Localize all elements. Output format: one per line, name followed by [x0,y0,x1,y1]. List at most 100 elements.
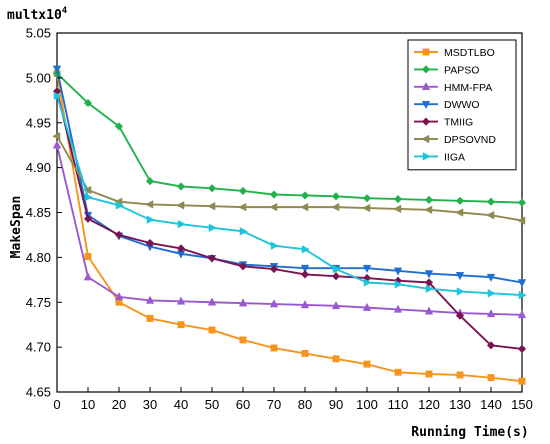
series-line-tmiig [56,91,523,350]
series-papso [52,69,527,207]
data-point-msdtlbo [146,314,154,322]
data-point-hmm-fpa [52,140,62,149]
y-axis-multiplier: multx104 [7,6,68,23]
x-tick-label: 150 [511,397,533,412]
data-point-iiga [456,287,465,296]
data-point-hmm-fpa [238,298,248,307]
series-iiga [53,91,527,300]
data-point-hmm-fpa [83,272,93,281]
data-point-msdtlbo [518,377,526,385]
data-point-papso [114,122,124,131]
data-point-iiga [332,264,341,274]
data-point-tmiig [517,344,527,354]
x-tick-label: 70 [267,397,281,412]
data-point-tmiig [269,264,279,274]
legend-label: HMM-FPA [444,82,492,94]
data-point-papso [362,193,372,203]
data-point-hmm-fpa [517,309,527,319]
data-point-iiga [146,215,155,224]
x-tick-label: 140 [480,397,502,412]
legend-swatch-marker [421,134,430,144]
data-point-tmiig [331,272,341,281]
data-point-msdtlbo [332,355,340,363]
data-point-dpsovnd [207,202,216,211]
data-point-papso [331,192,341,201]
legend: MSDTLBO PAPSO HMM-FPA DWWO TMIIG DPSOVND IIGA [407,39,517,171]
data-point-iiga [239,227,248,236]
data-point-tmiig [145,238,155,248]
series-layer [52,65,527,385]
data-point-iiga [115,201,124,210]
y-tick-label: 4.65 [26,385,51,400]
data-point-msdtlbo [487,374,495,382]
y-tick-label: 5.00 [26,70,51,85]
series-line-dpsovnd [56,135,523,222]
data-point-hmm-fpa [362,302,372,311]
data-point-iiga [208,223,217,232]
data-point-dwwo [517,279,527,288]
data-point-dpsovnd [300,202,309,212]
data-point-dwwo [455,272,465,281]
data-point-iiga [363,278,372,287]
data-point-tmiig [238,262,248,271]
y-tick-label: 5.05 [26,26,51,41]
data-point-tmiig [176,244,186,253]
data-point-msdtlbo [363,360,371,368]
data-point-hmm-fpa [424,306,434,315]
y-tick-label: 4.90 [26,160,51,175]
x-axis-label: Running Time(s) [411,425,528,440]
series-hmm-fpa [52,140,527,319]
legend-label: PAPSO [444,64,479,76]
x-tick-label: 10 [81,397,95,412]
x-tick-label: 30 [143,397,157,412]
x-tick-label: 130 [449,397,471,412]
x-axis: 0 10 20 30 40 50 60 70 80 90 100 110 120 130 140 150 [53,387,533,412]
data-point-papso [455,196,465,205]
data-point-papso [393,194,403,204]
data-point-dpsovnd [486,210,495,220]
legend-swatch-marker [421,65,431,74]
x-tick-label: 80 [298,397,312,412]
data-point-hmm-fpa [269,299,279,308]
series-msdtlbo [53,69,526,385]
legend-swatch-marker [422,152,431,161]
data-point-papso [300,191,310,200]
data-point-iiga [270,241,279,250]
data-point-dpsovnd [52,132,61,141]
data-point-dpsovnd [424,205,433,215]
data-point-msdtlbo [270,344,278,352]
legend-item-hmm-fpa: HMM-FPA [414,82,492,94]
data-point-tmiig [114,230,124,240]
legend-swatch-marker [422,48,430,56]
data-point-dpsovnd [517,216,526,225]
data-point-papso [238,186,248,196]
series-line-hmm-fpa [56,144,523,316]
legend-item-dwwo: DWWO [414,99,480,111]
data-point-iiga [518,290,527,300]
data-point-iiga [425,284,434,293]
data-point-dwwo [393,267,403,276]
x-tick-label: 60 [236,397,250,412]
legend-label: DWWO [444,99,480,111]
legend-item-papso: PAPSO [414,64,479,76]
x-tick-label: 40 [174,397,188,412]
data-point-dpsovnd [362,203,371,213]
legend-label: DPSOVND [444,134,496,146]
x-tick-label: 110 [388,397,409,412]
legend-item-tmiig: TMIIG [414,117,473,129]
data-point-tmiig [83,214,93,223]
legend-swatch-marker [421,117,431,126]
y-axis: 4.65 4.70 4.75 4.80 4.85 4.90 4.95 5.00 5.05 [26,26,62,400]
data-point-papso [424,195,434,205]
data-point-msdtlbo [394,368,402,376]
data-point-iiga [394,280,403,289]
series-line-dwwo [56,68,523,284]
y-tick-label: 4.85 [26,205,51,220]
data-point-tmiig [486,341,496,350]
data-point-dpsovnd [455,208,464,217]
x-tick-label: 90 [329,397,343,412]
data-point-tmiig [300,270,310,279]
series-line-iiga [56,95,523,297]
y-tick-label: 4.75 [26,295,51,310]
